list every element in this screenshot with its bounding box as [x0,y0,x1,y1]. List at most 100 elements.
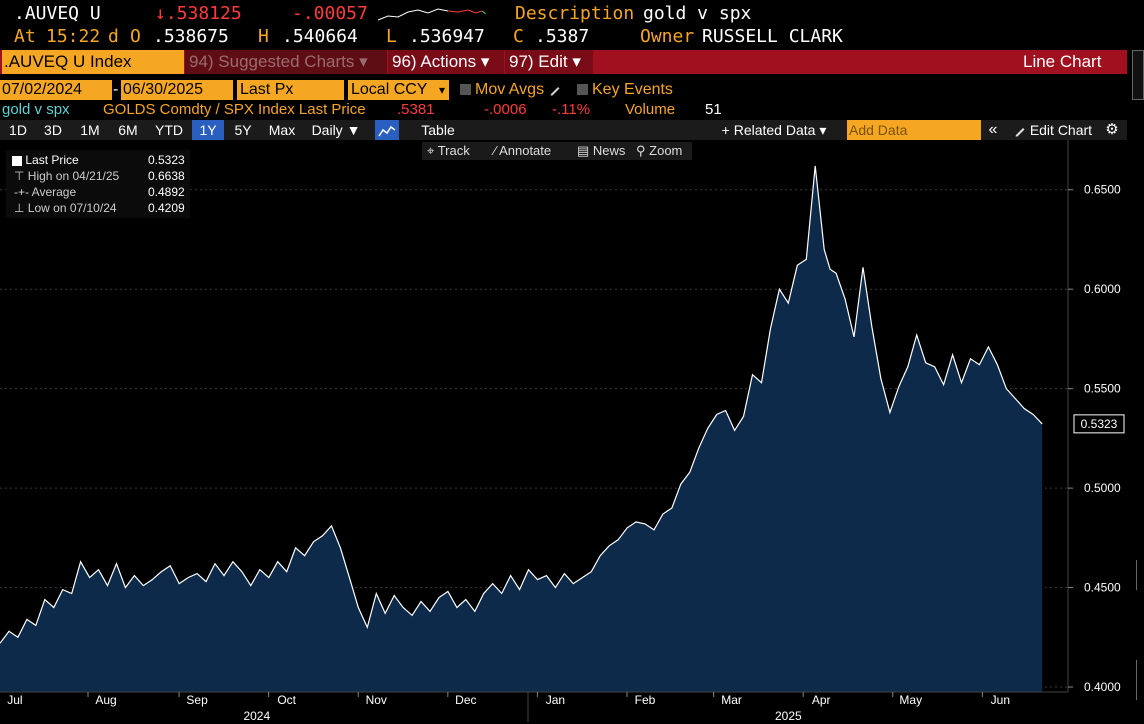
line-chart-icon [378,126,396,137]
description-value: gold v spx [643,3,752,24]
x-tick-label-feb: Feb [635,693,656,707]
pencil-icon [1015,128,1025,137]
y-tick-label: 0.4000 [1084,680,1121,694]
news-icon: ▤ [577,143,590,158]
y-tick-label: 0.4500 [1084,581,1121,595]
suggested-charts-label: 94) Suggested Charts [189,52,355,71]
start-date-input[interactable]: 07/02/2024 [0,80,112,100]
end-date-input[interactable]: 06/30/2025 [121,80,233,100]
x-year-label-2024: 2024 [243,709,270,723]
collapse-icon[interactable]: « [988,121,998,138]
period-ytd[interactable]: YTD [155,122,183,138]
period-1y[interactable]: 1Y [192,120,224,140]
legend-swatch-icon [12,155,22,166]
low-marker-icon: ⊥ [14,201,25,215]
checkbox-icon [577,84,588,96]
track-tool[interactable]: ⌖ Track [427,142,470,160]
ticker: .AUVEQ U [14,3,101,24]
security-field[interactable]: .AUVEQ U Index [2,50,184,74]
related-data-button[interactable]: + Related Data ▾ [721,122,827,138]
legend-last-value: 0.5323 [148,153,185,167]
edit-button[interactable]: 97) Edit ▾ [505,50,593,74]
x-tick-label-mar: Mar [721,693,742,707]
currency-dropdown[interactable]: ▾ [435,80,449,100]
actions-button[interactable]: 96) Actions ▾ [388,50,504,74]
at-label: At [14,26,36,47]
period-1d[interactable]: 1D [9,122,27,138]
series-pct-change: -.11% [552,101,591,118]
x-tick-label-apr: Apr [812,693,831,707]
legend-last-label: Last Price [25,153,79,167]
news-tool[interactable]: ▤ News [577,142,625,160]
sparkline-line-green [481,10,486,15]
period-max[interactable]: Max [268,122,296,138]
period-5y[interactable]: 5Y [234,122,252,138]
close-label: C [513,26,524,47]
legend-high-value: 0.6638 [148,169,185,183]
edit-label: 97) Edit [509,52,568,71]
x-tick-label-jul: Jul [7,693,22,707]
suggested-charts-button[interactable]: 94) Suggested Charts ▾ [185,50,387,74]
frequency-select[interactable]: Daily ▼ [311,122,361,138]
chevron-down-icon: ▾ [438,83,446,97]
down-arrow-icon: ↓ [155,3,166,24]
legend-high: ⊤ High on 04/21/25 [14,168,119,184]
description-label: Description [515,3,635,24]
last-price-group: ↓.538125 [155,2,242,26]
annotate-tool[interactable]: ⁄ Annotate [494,142,551,160]
price-chart[interactable]: 0.4000 0.4500 0.5000 0.5500 0.6000 0.6500 Jul… [0,140,1127,724]
period-toolbar [0,120,1127,140]
low-value: .536947 [409,26,485,47]
owner-label: Owner [640,26,695,47]
chart-tools [422,142,692,160]
line-chart-toggle[interactable] [375,120,399,140]
high-value: .540664 [282,26,358,47]
x-tick-label-may: May [899,693,922,707]
edit-chart-button[interactable]: Edit Chart [1008,120,1098,140]
low-label: L [386,26,397,47]
open-label: O [130,26,141,47]
pencil-icon[interactable] [549,84,561,96]
average-marker-icon: -+- [14,185,29,199]
legend-last: Last Price [12,152,79,168]
edit-chart-label: Edit Chart [1029,122,1093,138]
add-data-input[interactable]: Add Data [847,120,981,140]
intraday-sparkline [378,8,486,21]
scrollbar-track-lower[interactable] [1136,660,1143,700]
period-1m[interactable]: 1M [80,122,100,138]
chart-legend: Last Price 0.5323 ⊤ High on 04/21/25 0.6… [6,150,190,218]
x-year-label-2025: 2025 [775,709,802,723]
series-change: -.0006 [484,101,527,118]
legend-avg-label: Average [31,185,77,199]
high-marker-icon: ⊤ [14,169,25,183]
scrollbar-thumb[interactable] [1132,50,1144,100]
currency-select[interactable]: Local CCY [348,80,437,100]
key-events-checkbox[interactable]: Key Events [577,80,673,100]
field-select[interactable]: Last Px [237,80,344,100]
legend-low: ⊥ Low on 07/10/24 [14,200,117,216]
series-last: .5381 [397,101,435,118]
y-axis-ticks: 0.4000 0.4500 0.5000 0.5500 0.6000 0.6500 [1068,183,1121,694]
zoom-label: Zoom [649,143,683,158]
scrollbar-track[interactable] [1136,560,1143,590]
zoom-tool[interactable]: ⚲ Zoom [636,142,682,160]
mov-avgs-checkbox[interactable]: Mov Avgs [460,80,561,100]
x-tick-label-oct: Oct [277,693,296,707]
news-label: News [592,143,626,158]
period-3d[interactable]: 3D [44,122,62,138]
open-value: .538675 [153,26,229,47]
chevron-down-icon: ▾ [359,52,368,71]
sparkline-line-white [378,8,449,21]
x-tick-label-aug: Aug [95,693,116,707]
legend-average: -+- Average [14,184,76,200]
price-area [0,165,1043,692]
price-line [0,165,1043,644]
period-6m[interactable]: 6M [118,122,138,138]
x-tick-label-nov: Nov [366,693,387,707]
last-price-tag-box [1073,414,1125,434]
y-tick-label: 0.6500 [1084,183,1121,197]
volume-value: 51 [705,101,722,118]
chart-type-title: Line Chart [1023,52,1102,71]
gear-icon[interactable]: ⚙ [1105,121,1119,138]
table-button[interactable]: Table [421,122,455,138]
